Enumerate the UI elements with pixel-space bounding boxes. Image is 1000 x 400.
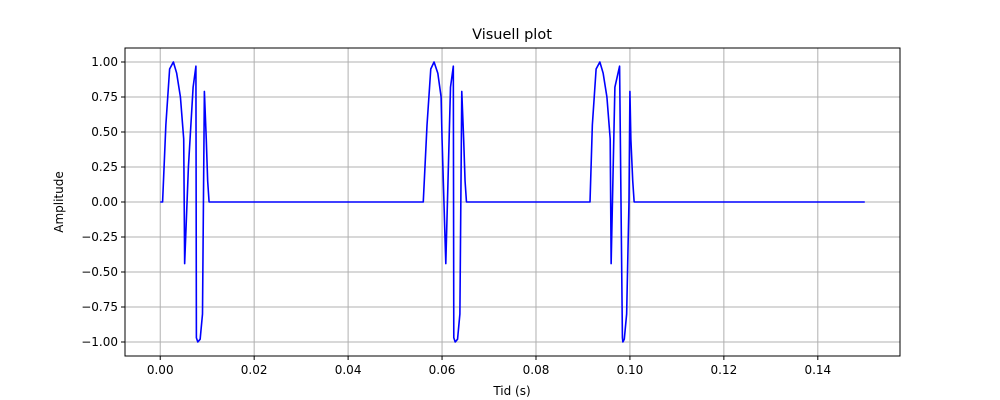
y-tick-label: −0.50 bbox=[81, 265, 118, 279]
x-tick-label: 0.10 bbox=[617, 363, 644, 377]
y-tick-label: 1.00 bbox=[91, 55, 118, 69]
y-axis: −1.00 −0.75 −0.50 −0.25 0.00 0.25 0.50 0.75 1.00 bbox=[81, 55, 125, 349]
x-tick-label: 0.04 bbox=[335, 363, 362, 377]
y-tick-label: 0.25 bbox=[91, 160, 118, 174]
y-tick-label: 0.50 bbox=[91, 125, 118, 139]
x-axis-label: Tid (s) bbox=[492, 384, 530, 398]
x-axis: 0.00 0.02 0.04 0.06 0.08 0.10 0.12 0.14 bbox=[147, 356, 831, 377]
chart-title: Visuell plot bbox=[472, 27, 552, 43]
x-tick-label: 0.14 bbox=[804, 363, 831, 377]
y-axis-label: Amplitude bbox=[52, 171, 66, 233]
x-tick-label: 0.06 bbox=[429, 363, 456, 377]
x-tick-label: 0.02 bbox=[241, 363, 268, 377]
y-tick-label: −1.00 bbox=[81, 335, 118, 349]
y-tick-label: −0.25 bbox=[81, 230, 118, 244]
x-tick-label: 0.00 bbox=[147, 363, 174, 377]
series-layer bbox=[160, 61, 865, 343]
x-tick-label: 0.12 bbox=[711, 363, 738, 377]
y-tick-label: −0.75 bbox=[81, 300, 118, 314]
series-line bbox=[160, 61, 865, 343]
x-tick-label: 0.08 bbox=[523, 363, 550, 377]
y-tick-label: 0.75 bbox=[91, 90, 118, 104]
y-tick-label: 0.00 bbox=[91, 195, 118, 209]
